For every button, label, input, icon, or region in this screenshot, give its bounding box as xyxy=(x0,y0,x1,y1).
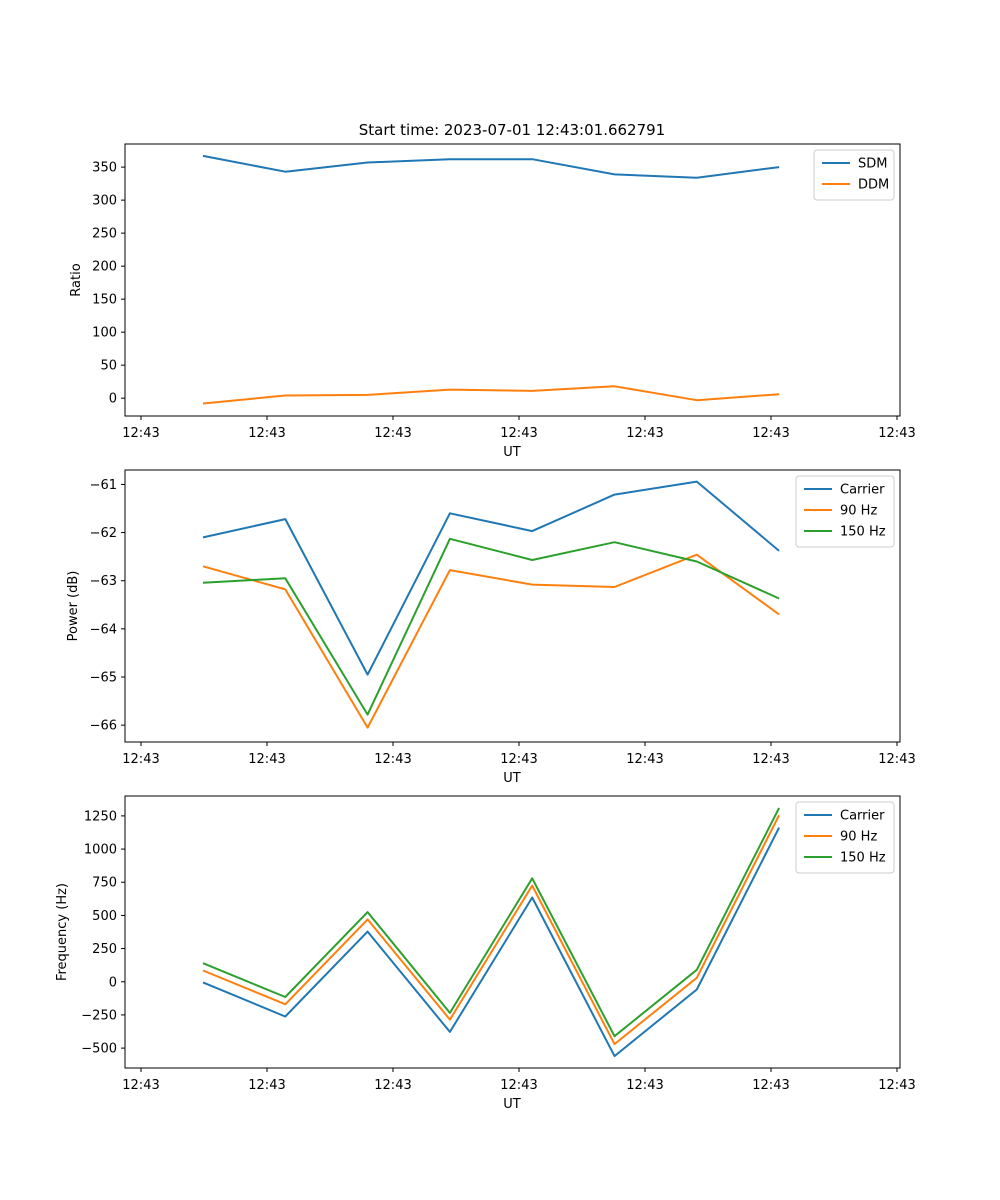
power-panel: −61 −62 −63 −64 −65 −66 12:43 12:43 12:43 12:43 12… xyxy=(66,469,916,786)
x-tick-label: 12:43 xyxy=(374,752,411,767)
x-tick-label: 12:43 xyxy=(248,752,285,767)
x-tick-label: 12:43 xyxy=(626,426,663,441)
y-tick-label: 1000 xyxy=(84,843,117,858)
legend-frame xyxy=(795,475,895,548)
tick-group: −61 −62 −63 −64 −65 −66 12:43 12:43 12:43 12:43 12… xyxy=(90,478,916,767)
x-tick-label: 12:43 xyxy=(752,1078,789,1093)
series-line-90-hz xyxy=(202,814,780,1046)
x-tick-label: 12:43 xyxy=(122,426,159,441)
legend-label: 150 Hz xyxy=(840,851,886,866)
x-axis-label: UT xyxy=(503,1097,521,1112)
y-axis-label: Power (dB) xyxy=(66,571,81,642)
y-tick-label: 350 xyxy=(92,161,117,176)
x-axis-label: UT xyxy=(503,771,521,786)
legend-label: Carrier xyxy=(840,483,885,498)
legend-label: SDM xyxy=(858,157,887,172)
x-tick-label: 12:43 xyxy=(374,426,411,441)
tick-group: −500 −250 0 250 500 750 1000 1250 12:43 12:43 12:4… xyxy=(81,809,915,1093)
y-tick-label: −66 xyxy=(90,719,117,734)
plot-area-frame xyxy=(124,143,901,417)
series-line-ddm xyxy=(202,385,780,405)
y-tick-label: −62 xyxy=(90,526,117,541)
y-tick-label: 1250 xyxy=(84,809,117,824)
y-tick-label: 300 xyxy=(92,194,117,209)
x-tick-label: 12:43 xyxy=(248,1078,285,1093)
y-tick-label: −250 xyxy=(81,1008,117,1023)
series-line-carrier xyxy=(202,480,780,676)
x-tick-label: 12:43 xyxy=(878,1078,915,1093)
legend: Carrier 90 Hz 150 Hz xyxy=(795,475,895,548)
y-axis-label: Frequency (Hz) xyxy=(55,883,70,981)
y-tick-label: 500 xyxy=(92,909,117,924)
y-tick-label: −64 xyxy=(90,622,117,637)
y-tick-label: 0 xyxy=(109,975,117,990)
series-line-150-hz xyxy=(202,807,780,1038)
legend-label: DDM xyxy=(858,178,889,193)
ratio-panel: Start time: 2023-07-01 12:43:01.662791 0… xyxy=(69,121,916,460)
y-tick-label: 50 xyxy=(100,359,117,374)
series-group xyxy=(202,480,780,729)
legend-label: 150 Hz xyxy=(840,525,886,540)
x-tick-label: 12:43 xyxy=(626,752,663,767)
legend: Carrier 90 Hz 150 Hz xyxy=(795,801,895,874)
y-tick-label: −63 xyxy=(90,574,117,589)
x-tick-label: 12:43 xyxy=(752,426,789,441)
plot-area-frame xyxy=(124,795,901,1069)
y-tick-label: −500 xyxy=(81,1042,117,1057)
tick-group: 0 50 100 150 200 250 300 350 12:43 12:43 12:43 12:4… xyxy=(92,161,916,441)
y-tick-label: 0 xyxy=(109,392,117,407)
frequency-panel: −500 −250 0 250 500 750 1000 1250 12:43 12:43 12:4… xyxy=(55,795,916,1112)
y-tick-label: −65 xyxy=(90,671,117,686)
x-tick-label: 12:43 xyxy=(500,752,537,767)
y-axis-label: Ratio xyxy=(69,263,84,296)
y-tick-label: −61 xyxy=(90,478,117,493)
series-line-sdm xyxy=(202,154,780,179)
legend-label: Carrier xyxy=(840,809,885,824)
series-line-150-hz xyxy=(202,537,780,716)
x-tick-label: 12:43 xyxy=(626,1078,663,1093)
x-tick-label: 12:43 xyxy=(122,752,159,767)
y-tick-label: 250 xyxy=(92,942,117,957)
x-tick-label: 12:43 xyxy=(500,1078,537,1093)
x-tick-label: 12:43 xyxy=(248,426,285,441)
series-group xyxy=(202,807,780,1058)
legend-frame xyxy=(795,801,895,874)
legend-label: 90 Hz xyxy=(840,504,877,519)
series-group xyxy=(202,154,780,405)
series-line-90-hz xyxy=(202,553,780,729)
x-axis-label: UT xyxy=(503,445,521,460)
series-line-carrier xyxy=(202,827,780,1058)
x-tick-label: 12:43 xyxy=(500,426,537,441)
x-tick-label: 12:43 xyxy=(122,1078,159,1093)
x-tick-label: 12:43 xyxy=(374,1078,411,1093)
x-tick-label: 12:43 xyxy=(752,752,789,767)
y-tick-label: 750 xyxy=(92,876,117,891)
y-tick-label: 150 xyxy=(92,293,117,308)
y-tick-label: 100 xyxy=(92,326,117,341)
x-tick-label: 12:43 xyxy=(878,426,915,441)
plot-area-frame xyxy=(124,469,901,743)
legend-label: 90 Hz xyxy=(840,830,877,845)
y-tick-label: 200 xyxy=(92,260,117,275)
chart-title: Start time: 2023-07-01 12:43:01.662791 xyxy=(359,121,665,139)
y-tick-label: 250 xyxy=(92,227,117,242)
x-tick-label: 12:43 xyxy=(878,752,915,767)
legend: SDM DDM xyxy=(813,149,895,201)
